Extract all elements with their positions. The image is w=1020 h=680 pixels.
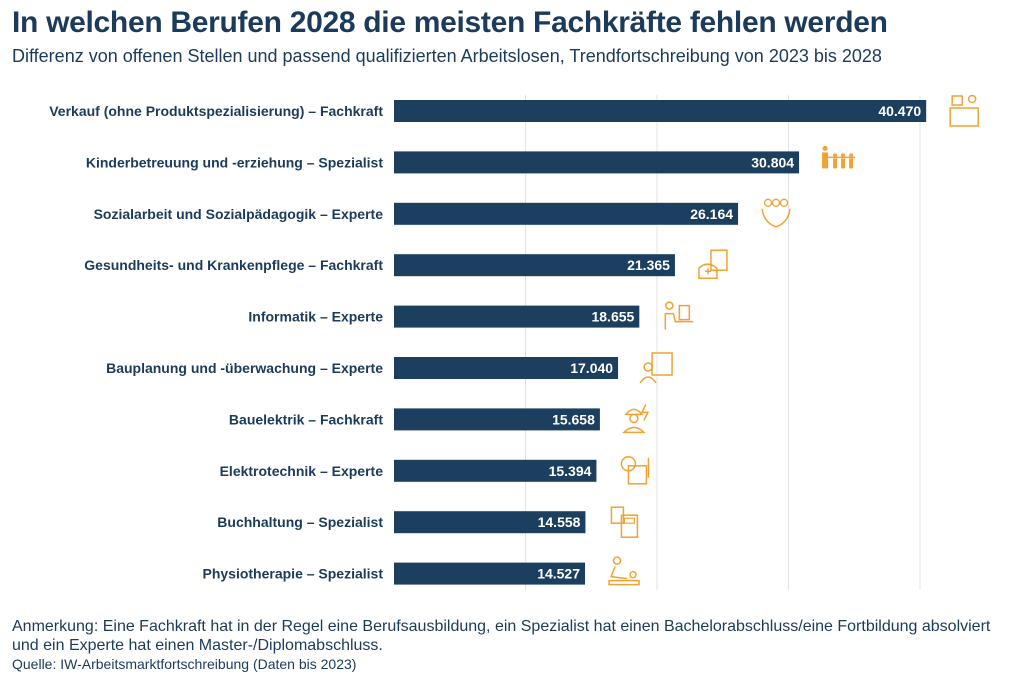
chart-title: In welchen Berufen 2028 die meisten Fach… xyxy=(12,6,888,39)
data-label: 26.164 xyxy=(690,206,733,222)
chart-subtitle: Differenz von offenen Stellen und passen… xyxy=(12,46,882,66)
category-label: Bauelektrik – Fachkraft xyxy=(229,411,383,427)
bar xyxy=(394,254,675,277)
footnote: Anmerkung: Eine Fachkraft hat in der Reg… xyxy=(12,618,991,654)
category-label: Buchhaltung – Spezialist xyxy=(217,514,383,530)
category-label: Physiotherapie – Spezialist xyxy=(202,566,383,582)
family-icon xyxy=(822,145,856,169)
bar xyxy=(394,202,739,225)
data-label: 17.040 xyxy=(570,360,613,376)
calculator-icon xyxy=(610,506,639,538)
nurse-icon xyxy=(698,249,728,279)
bar xyxy=(394,562,586,585)
data-label: 40.470 xyxy=(878,103,921,119)
cashier-icon xyxy=(949,94,979,127)
data-label: 15.394 xyxy=(549,463,592,479)
category-label: Bauplanung und -überwachung – Experte xyxy=(106,360,383,376)
bar xyxy=(394,511,586,534)
bar xyxy=(394,305,640,328)
data-label: 21.365 xyxy=(627,257,670,273)
caring-hands-icon xyxy=(761,198,791,228)
data-label: 18.655 xyxy=(591,309,634,325)
electrician-icon xyxy=(622,404,650,434)
data-label: 14.527 xyxy=(537,566,580,582)
computer-worker-icon xyxy=(664,301,694,330)
bar xyxy=(394,357,619,379)
data-label: 14.558 xyxy=(538,514,581,530)
bar-chart: Verkauf (ohne Produktspezialisierung) – … xyxy=(49,94,979,590)
category-label: Informatik – Experte xyxy=(248,309,383,325)
source-note: Quelle: IW-Arbeitsmarktfortschreibung (D… xyxy=(12,656,357,672)
architect-icon xyxy=(639,352,673,384)
bar xyxy=(394,151,800,174)
bar xyxy=(394,100,927,122)
physiotherapy-icon xyxy=(608,556,640,586)
category-label: Verkauf (ohne Produktspezialisierung) – … xyxy=(49,103,383,119)
bar xyxy=(394,408,600,431)
category-label: Elektrotechnik – Experte xyxy=(220,463,384,479)
electronics-icon xyxy=(620,456,650,485)
category-label: Kinderbetreuung und -erziehung – Spezial… xyxy=(86,154,383,170)
data-label: 15.658 xyxy=(552,411,595,427)
bar xyxy=(394,459,597,482)
category-label: Gesundheits- und Krankenpflege – Fachkra… xyxy=(84,257,383,273)
category-label: Sozialarbeit und Sozialpädagogik – Exper… xyxy=(94,206,384,222)
data-label: 30.804 xyxy=(751,154,794,170)
